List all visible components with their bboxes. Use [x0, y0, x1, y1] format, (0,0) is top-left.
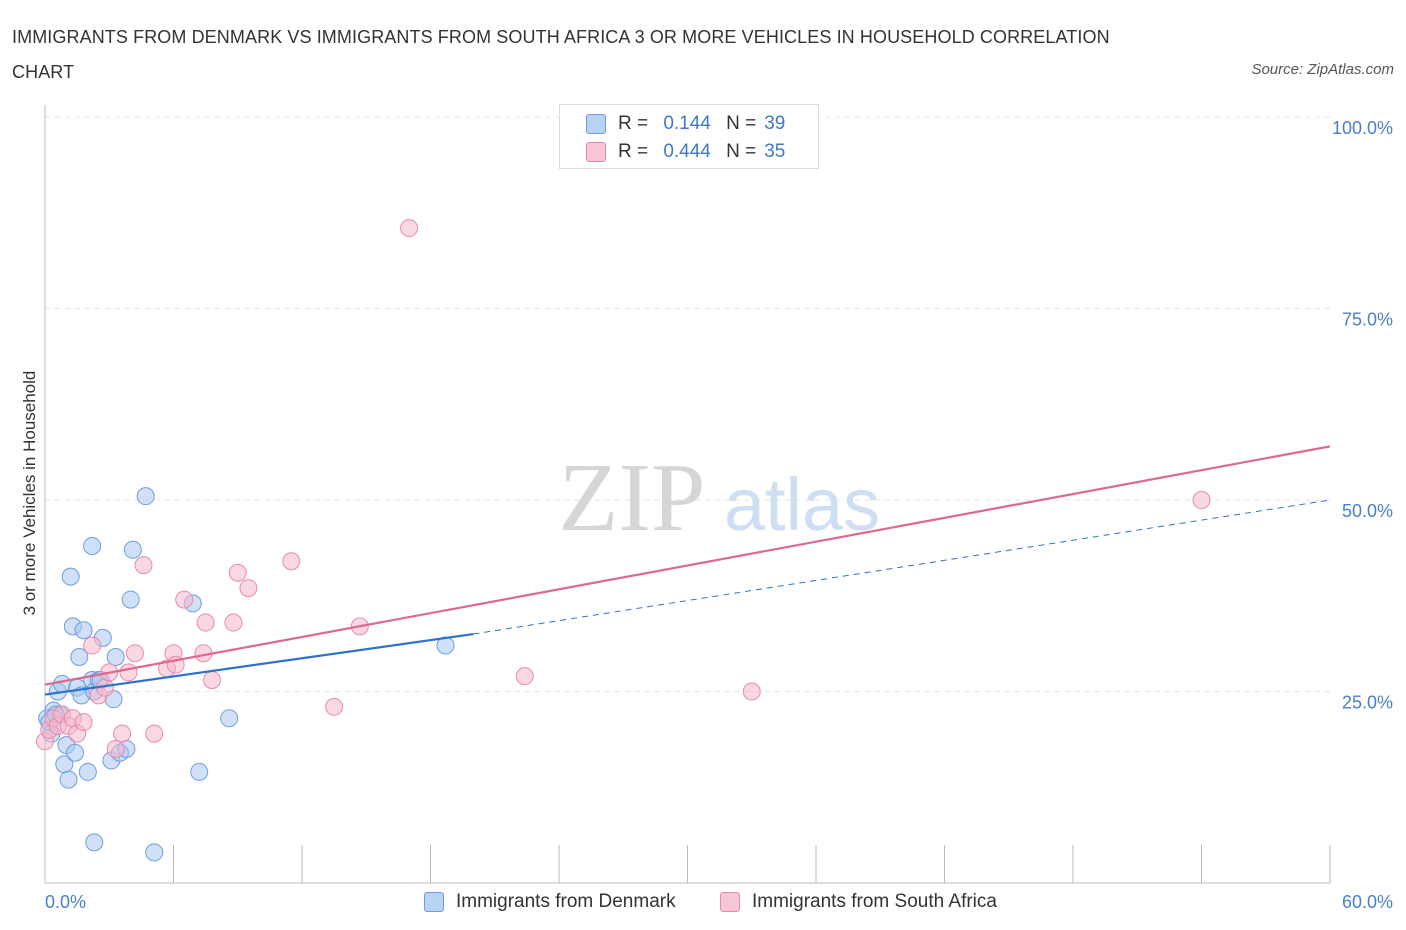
data-point-south-africa: [74, 713, 93, 732]
data-point-denmark: [190, 762, 209, 781]
watermark: ZIP atlas: [559, 444, 881, 552]
data-point-south-africa: [145, 724, 164, 743]
tick-label-layer: 25.0% 50.0% 75.0% 100.0% 0.0% 60.0%: [45, 118, 1393, 912]
data-point-denmark: [106, 648, 125, 667]
data-point-denmark: [83, 536, 102, 555]
data-point-denmark: [136, 487, 155, 506]
data-point-south-africa: [228, 563, 247, 582]
data-point-south-africa: [282, 552, 301, 571]
data-point-denmark: [85, 833, 104, 852]
data-point-south-africa: [125, 644, 144, 663]
data-point-denmark: [74, 621, 93, 640]
bottom-legend-swatch-denmark: [424, 892, 444, 912]
data-point-denmark: [65, 743, 84, 762]
legend-n-label: N =: [726, 113, 757, 134]
data-point-denmark: [70, 648, 89, 667]
chart-title: IMMIGRANTS FROM DENMARK VS IMMIGRANTS FR…: [12, 27, 1110, 82]
data-point-south-africa: [106, 739, 125, 758]
bottom-legend-denmark: Immigrants from Denmark: [424, 888, 676, 916]
data-point-south-africa: [175, 590, 194, 609]
stats-legend: R = 0.144 N = 39 R = 0.444 N = 35: [559, 104, 819, 169]
y-tick-label: 100.0%: [1332, 118, 1393, 138]
axis-layer: [44, 105, 1331, 884]
x-tick-label-max: 60.0%: [1342, 892, 1393, 912]
bottom-legend-south-africa: Immigrants from South Africa: [720, 888, 997, 916]
data-point-south-africa: [224, 613, 243, 632]
bottom-legend-label-south-africa: Immigrants from South Africa: [752, 891, 997, 912]
data-point-south-africa: [239, 579, 258, 598]
trend-line-south-africa: [44, 445, 1331, 686]
legend-row-south-africa: R = 0.444 N = 35: [586, 139, 785, 165]
data-point-denmark: [53, 674, 72, 693]
data-point-south-africa: [325, 697, 344, 716]
data-point-denmark: [123, 540, 142, 559]
data-point-south-africa: [196, 613, 215, 632]
data-point-denmark: [78, 762, 97, 781]
y-tick-label: 75.0%: [1342, 310, 1393, 330]
trend-line-denmark: [44, 632, 474, 696]
legend-n-south-africa: 35: [764, 141, 786, 162]
legend-swatch-south-africa: [586, 142, 606, 162]
grid-layer: [45, 116, 1330, 692]
legend-r-denmark: 0.144: [663, 113, 711, 134]
data-point-south-africa: [119, 663, 138, 682]
trend-layer: [44, 445, 1331, 696]
legend-n-label: N =: [726, 141, 757, 162]
x-tick-label-min: 0.0%: [45, 892, 86, 912]
data-point-south-africa: [113, 724, 132, 743]
data-point-south-africa: [515, 667, 534, 686]
legend-r-label: R =: [618, 113, 649, 134]
watermark-atlas: atlas: [724, 463, 880, 546]
data-point-denmark: [59, 770, 78, 789]
legend-r-label: R =: [618, 141, 649, 162]
legend-n-denmark: 39: [764, 113, 786, 134]
trend-line-denmark-extension: [473, 499, 1331, 635]
y-tick-label: 25.0%: [1342, 693, 1393, 713]
data-point-south-africa: [203, 671, 222, 690]
legend-row-denmark: R = 0.144 N = 39: [586, 111, 785, 137]
legend-r-south-africa: 0.444: [663, 141, 711, 162]
watermark-zip: ZIP: [559, 444, 706, 552]
legend-swatch-denmark: [586, 114, 606, 134]
data-point-denmark: [121, 590, 140, 609]
data-point-south-africa: [742, 682, 761, 701]
data-point-south-africa: [134, 556, 153, 575]
data-point-denmark: [61, 567, 80, 586]
data-point-south-africa: [83, 636, 102, 655]
source-label: Source: ZipAtlas.com: [1251, 61, 1394, 78]
points-layer: [36, 219, 1211, 862]
data-point-denmark: [220, 709, 239, 728]
data-point-south-africa: [400, 219, 419, 238]
y-tick-label: 50.0%: [1342, 501, 1393, 521]
data-point-south-africa: [1192, 491, 1211, 509]
bottom-legend-swatch-south-africa: [720, 892, 740, 912]
data-point-denmark: [145, 843, 164, 862]
bottom-legend-label-denmark: Immigrants from Denmark: [456, 891, 676, 912]
